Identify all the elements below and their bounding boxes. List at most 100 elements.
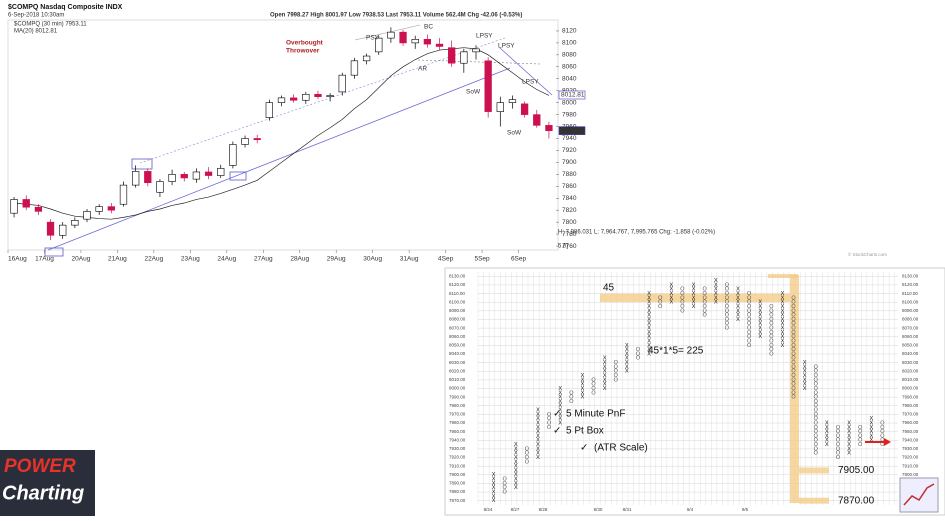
formula: 45*1*5= 225 [648, 346, 704, 357]
x-tick-label: 17Aug [35, 256, 54, 263]
pnf-box: X [869, 416, 873, 422]
pnf-box: O [814, 369, 819, 375]
pnf-box: X [647, 321, 651, 327]
pnf-box: X [625, 356, 629, 362]
pnf-box: O [791, 317, 796, 323]
pnf-box: O [880, 425, 885, 431]
quote: Open 7998.27 High 8001.97 Low 7938.53 La… [270, 13, 522, 19]
pnf-box: O [569, 390, 574, 396]
pnf-box: X [536, 446, 540, 452]
pnf-box: O [636, 351, 641, 357]
pnf-box: O [636, 347, 641, 353]
pnf-box: O [791, 321, 796, 327]
pnf-box: O [503, 485, 508, 491]
pnf-column: OOO [658, 295, 663, 310]
candle-body [217, 168, 225, 176]
pnf-box: O [591, 382, 596, 388]
pnf-box: O [836, 451, 841, 457]
pnf-box: X [869, 420, 873, 426]
level-band [799, 497, 829, 504]
y-tick-label: 8100 [562, 40, 577, 47]
pnf-box: O [769, 330, 774, 336]
candle-body [375, 37, 383, 53]
candle-body [229, 144, 237, 166]
pnf-box: X [514, 442, 518, 448]
candle-body [448, 47, 456, 64]
pnf-box: O [814, 451, 819, 457]
price-tag [558, 90, 586, 100]
y-tick-label: 8060 [562, 64, 577, 71]
pnf-box: O [747, 317, 752, 323]
y-tick-label: 7940.00 [449, 437, 466, 442]
pnf-box: O [703, 313, 708, 319]
note: 5 Pt Box [566, 426, 604, 437]
pnf-box: X [558, 399, 562, 405]
pnf-box: X [692, 282, 696, 288]
candle-body [168, 174, 176, 182]
pnf-box: X [692, 304, 696, 310]
y-tick-label: 8080 [562, 52, 577, 59]
pnf-box: O [747, 330, 752, 336]
x-tick-label: 8/31 [623, 507, 632, 512]
pnf-box: O [725, 308, 730, 314]
pnf-box: X [781, 295, 785, 301]
pnf-box: O [747, 300, 752, 306]
pnf-box: X [847, 442, 851, 448]
highlight-box [44, 247, 64, 257]
pnf-box: X [692, 287, 696, 293]
pnf-box: X [847, 420, 851, 426]
y-tick-label: 8020.00 [449, 368, 466, 373]
price-tag-label: 7953.11 [561, 127, 584, 134]
x-tick-label: 4Sep [438, 256, 454, 263]
y-tick-label: 8030.00 [902, 360, 919, 365]
candle-body [460, 51, 468, 64]
pnf-box: O [880, 433, 885, 439]
pnf-box: X [847, 438, 851, 444]
pnf-box: X [669, 291, 673, 297]
y-tick-label: 7840 [562, 195, 577, 202]
x-tick-label: 31Aug [400, 256, 419, 263]
pnf-box: X [825, 429, 829, 435]
y-tick-label: 8060.00 [902, 334, 919, 339]
pnf-box: X [492, 485, 496, 491]
y-tick-label: 8020.00 [902, 368, 919, 373]
pnf-box: X [603, 369, 607, 375]
y-tick-label: 7950.00 [449, 429, 466, 434]
x-tick-label: 20Aug [72, 256, 91, 263]
candle-body [107, 206, 115, 211]
pnf-box: X [536, 442, 540, 448]
y-tick-label: 8110.00 [902, 291, 918, 296]
pnf-box: X [825, 438, 829, 444]
y-tick-label: 8010.00 [449, 377, 466, 382]
candle-body [496, 102, 504, 112]
level-band [799, 467, 829, 474]
y-tick-label: 7960.00 [902, 420, 919, 425]
pnf-box: O [680, 300, 685, 306]
pnf-box: X [625, 360, 629, 366]
candle-body [314, 93, 322, 97]
candle-body [423, 39, 432, 45]
pnf-box: X [669, 282, 673, 288]
annotation: Overbought [286, 40, 324, 47]
pnf-box: X [825, 425, 829, 431]
y-tick-label: 8050.00 [902, 343, 919, 348]
pnf-box: O [747, 343, 752, 349]
candle-body [290, 97, 298, 101]
pnf-box: X [536, 455, 540, 461]
pnf-box: X [781, 313, 785, 319]
y-tick-label: 8090.00 [449, 308, 466, 313]
candle-body [253, 138, 261, 140]
x-tick-label: 28Aug [290, 256, 309, 263]
pnf-box: X [647, 300, 651, 306]
pnf-box: O [547, 416, 552, 422]
pnf-box: O [703, 287, 708, 293]
pnf-box: X [847, 425, 851, 431]
candle-body [59, 224, 67, 236]
pnf-box: O [547, 425, 552, 431]
annotation: PSY [366, 35, 380, 42]
logo: POWER Charting [0, 450, 95, 516]
